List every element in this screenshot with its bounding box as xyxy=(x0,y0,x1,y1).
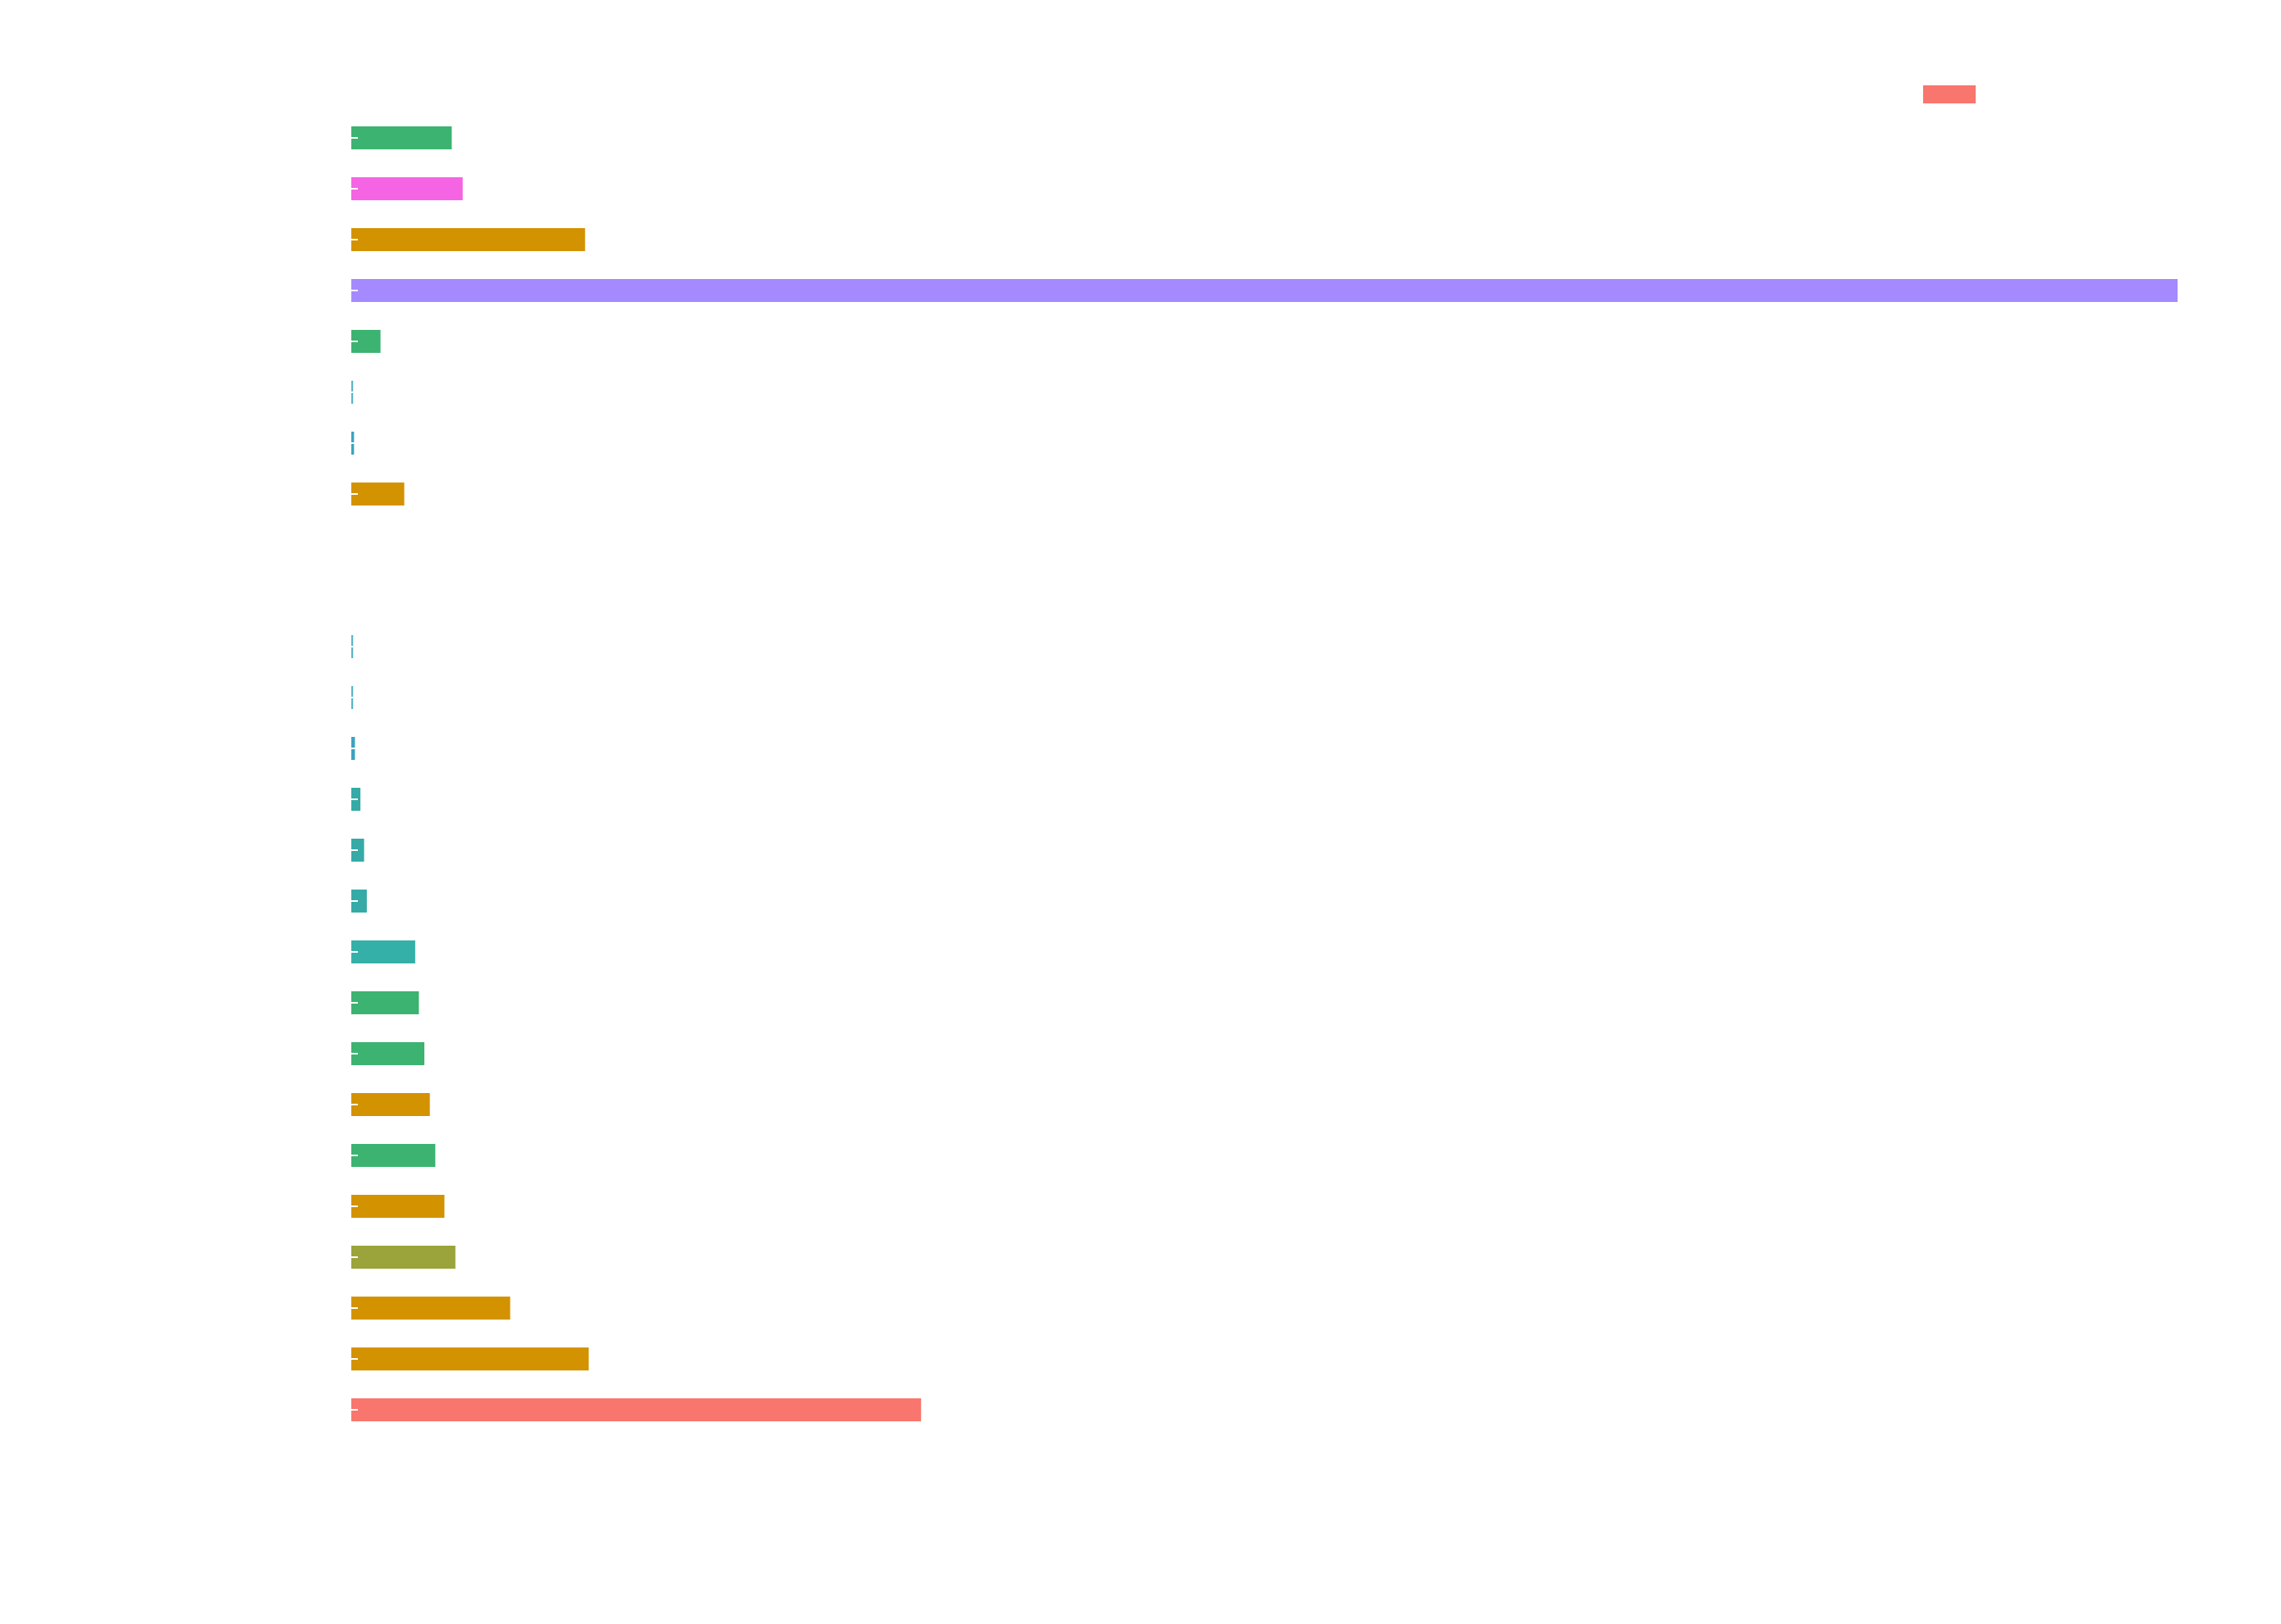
bar-25 xyxy=(351,1398,922,1421)
bar-7 xyxy=(351,483,405,505)
legend-key-0 xyxy=(1923,85,1976,103)
bar-16 xyxy=(351,940,415,963)
bar-15 xyxy=(351,890,367,913)
bar-3 xyxy=(351,279,2178,302)
bar-22 xyxy=(351,1246,456,1269)
legend xyxy=(1923,85,1976,103)
bar-17 xyxy=(351,991,419,1014)
bars-layer xyxy=(351,126,2178,1421)
bar-2 xyxy=(351,228,585,251)
bar-23 xyxy=(351,1297,511,1320)
bar-19 xyxy=(351,1093,430,1116)
bar-21 xyxy=(351,1195,445,1218)
bar-20 xyxy=(351,1144,436,1167)
bar-24 xyxy=(351,1347,589,1370)
bar-0 xyxy=(351,126,452,149)
bar-1 xyxy=(351,177,463,200)
bar-18 xyxy=(351,1042,424,1065)
